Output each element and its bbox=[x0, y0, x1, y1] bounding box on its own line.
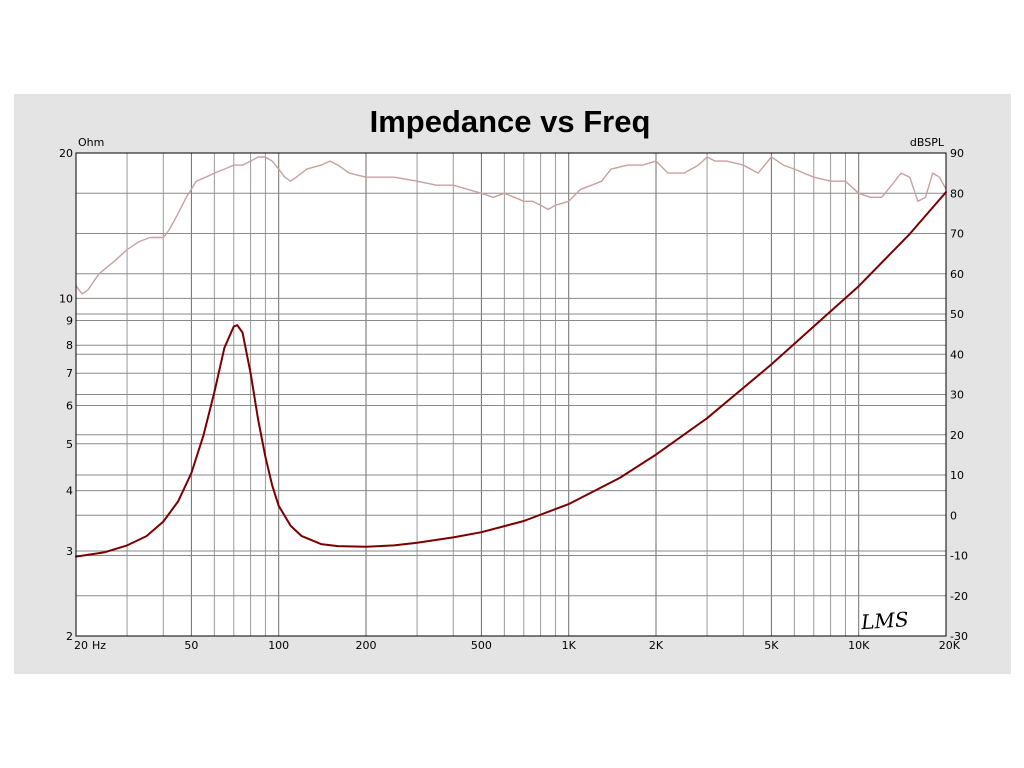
x-tick-label: 200 bbox=[356, 639, 377, 652]
y-left-tick-label: 9 bbox=[66, 314, 73, 327]
y-right-tick-label: 50 bbox=[950, 308, 964, 321]
x-tick-label: 20 bbox=[74, 639, 88, 652]
spl-curve bbox=[75, 156, 947, 295]
y-right-tick-label: -10 bbox=[950, 550, 968, 563]
y-right-tick-label: 20 bbox=[950, 429, 964, 442]
y-left-tick-label: 7 bbox=[66, 367, 73, 380]
right-axis-label: dBSPL bbox=[910, 136, 945, 149]
y-right-tick-label: 0 bbox=[950, 509, 957, 522]
y-left-tick-label: 10 bbox=[59, 292, 73, 305]
x-tick-label: 20K bbox=[939, 639, 961, 652]
x-tick-label: 1K bbox=[562, 639, 577, 652]
y-right-tick-label: 90 bbox=[950, 147, 964, 160]
y-right-tick-label: 10 bbox=[950, 469, 964, 482]
plot-frame bbox=[75, 152, 947, 637]
x-axis-unit-label: Hz bbox=[92, 639, 106, 652]
y-left-tick-label: 6 bbox=[66, 400, 73, 413]
y-right-tick-label: 80 bbox=[950, 187, 964, 200]
y-right-tick-label: 30 bbox=[950, 389, 964, 402]
y-left-tick-label: 8 bbox=[66, 339, 73, 352]
x-tick-label: 50 bbox=[184, 639, 198, 652]
left-axis-label: Ohm bbox=[78, 136, 104, 149]
chart-panel: Impedance vs Freq Ohm dBSPL Hz 20 50 100 20… bbox=[14, 94, 1011, 674]
y-right-tick-label: 40 bbox=[950, 348, 964, 361]
series bbox=[75, 156, 947, 558]
x-tick-label: 500 bbox=[471, 639, 492, 652]
y-left-tick-label: 20 bbox=[59, 147, 73, 160]
grid bbox=[75, 152, 947, 637]
y-right-tick-label: 60 bbox=[950, 268, 964, 281]
y-left-tick-label: 2 bbox=[66, 630, 73, 643]
y-right-tick-label: 70 bbox=[950, 228, 964, 241]
signature-lms: LMS bbox=[859, 607, 909, 634]
x-tick-label: 100 bbox=[268, 639, 289, 652]
chart-title: Impedance vs Freq bbox=[370, 104, 651, 139]
impedance-chart: Impedance vs Freq Ohm dBSPL Hz 20 50 100 20… bbox=[59, 104, 968, 652]
y-right-tick-label: -20 bbox=[950, 590, 968, 603]
x-tick-label: 5K bbox=[764, 639, 779, 652]
impedance-curve bbox=[75, 191, 947, 558]
y-left-tick-label: 4 bbox=[66, 485, 73, 498]
y-left-tick-label: 5 bbox=[66, 438, 73, 451]
y-left-tick-label: 3 bbox=[66, 545, 73, 558]
x-tick-label: 10K bbox=[848, 639, 870, 652]
x-tick-label: 2K bbox=[649, 639, 664, 652]
y-right-tick-label: -30 bbox=[950, 630, 968, 643]
